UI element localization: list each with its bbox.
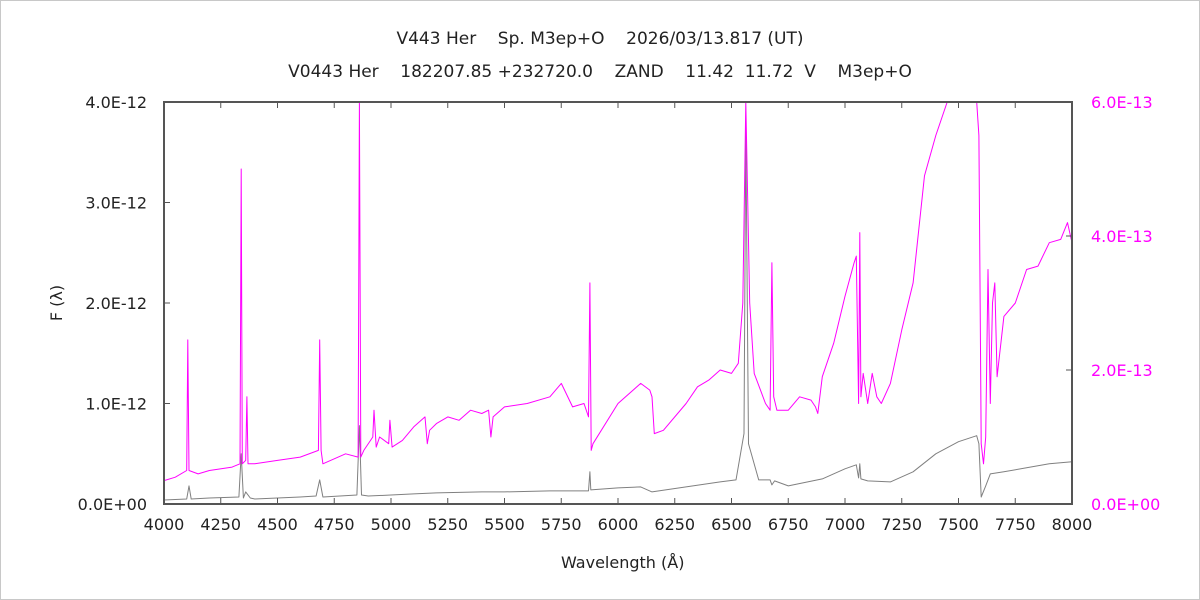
x-tick-label: 4500 <box>257 515 298 534</box>
x-tick-label: 8000 <box>1052 515 1093 534</box>
x-tick-label: 4750 <box>314 515 355 534</box>
y-left-tick-label: 3.0E-12 <box>85 194 147 213</box>
series-layer <box>163 101 1073 501</box>
chart-title-line1: V443 Her Sp. M3ep+O 2026/03/13.817 (UT) <box>396 29 804 49</box>
y-left-tick-label: 2.0E-12 <box>85 294 147 313</box>
x-tick-label: 6750 <box>768 515 809 534</box>
x-tick-label: 6500 <box>711 515 752 534</box>
y-right-tick-label: 2.0E-13 <box>1091 361 1153 380</box>
x-tick-label: 5500 <box>484 515 525 534</box>
x-tick-label: 4250 <box>200 515 241 534</box>
x-axis-label: Wavelength (Å) <box>561 553 684 572</box>
y-left-tick-label: 0.0E+00 <box>78 495 147 514</box>
spectrum-line-right-axis <box>163 101 1073 482</box>
x-tick-label: 6250 <box>654 515 695 534</box>
y-left-tick-label: 1.0E-12 <box>85 395 147 414</box>
x-tick-label: 7500 <box>938 515 979 534</box>
x-tick-label: 4000 <box>144 515 185 534</box>
tick-layer: 4000 4250 4500 4750 5000 5250 5500 5750 6000 6250… <box>78 93 1161 534</box>
spectrum-line-left-axis <box>163 126 1073 501</box>
y-axis-label: F (λ) <box>47 285 66 321</box>
x-tick-label: 7750 <box>995 515 1036 534</box>
y-left-tick-label: 4.0E-12 <box>85 93 147 112</box>
x-tick-label: 5250 <box>427 515 468 534</box>
y-right-tick-label: 4.0E-13 <box>1091 227 1153 246</box>
y-right-tick-label: 0.0E+00 <box>1091 495 1160 514</box>
chart-title-line2: V0443 Her 182207.85 +232720.0 ZAND 11.42… <box>288 62 912 82</box>
x-tick-label: 5750 <box>541 515 582 534</box>
x-tick-label: 6000 <box>598 515 639 534</box>
x-tick-label: 5000 <box>371 515 412 534</box>
x-tick-label: 7250 <box>881 515 922 534</box>
plot-area-border <box>163 101 1073 505</box>
y-right-tick-label: 6.0E-13 <box>1091 93 1153 112</box>
x-tick-label: 7000 <box>825 515 866 534</box>
